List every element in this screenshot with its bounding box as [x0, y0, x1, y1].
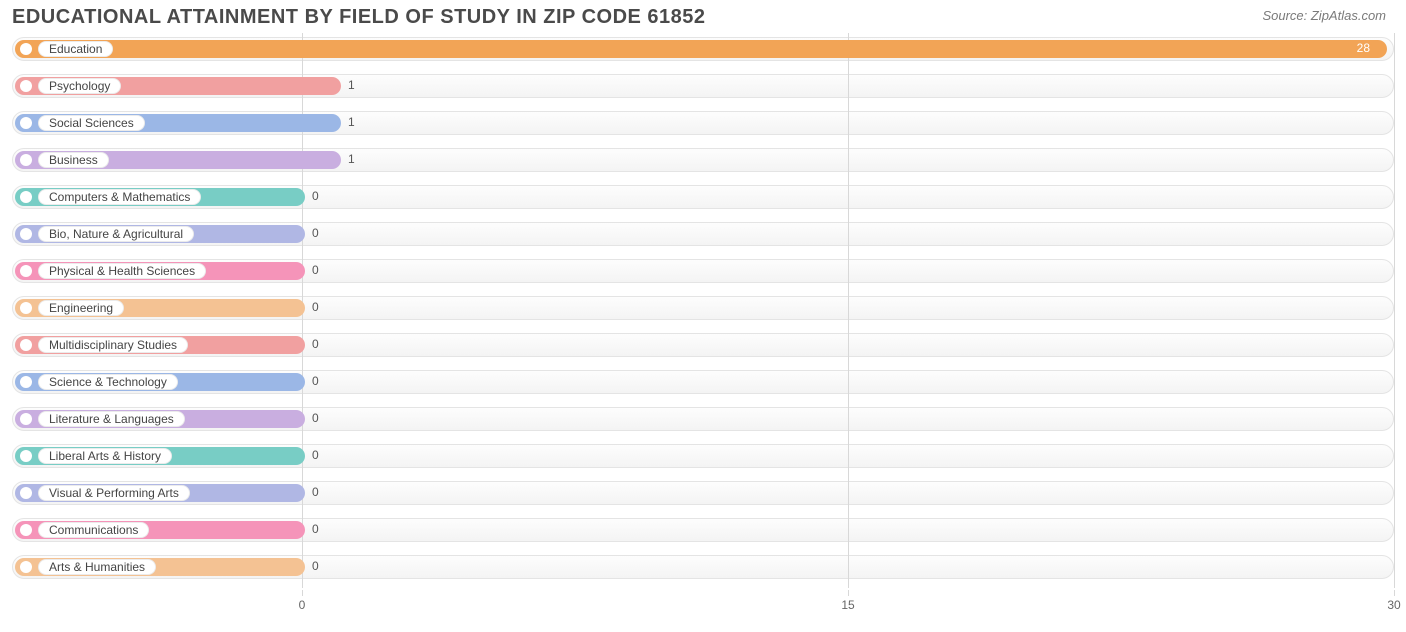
- bar-endcap-icon: [20, 487, 32, 499]
- axis-tick-label: 15: [841, 598, 854, 612]
- bar-fill: [15, 40, 1387, 58]
- bar-row: Engineering 0: [12, 292, 1394, 324]
- axis-tick-label: 30: [1387, 598, 1400, 612]
- bar-row: Bio, Nature & Agricultural 0: [12, 218, 1394, 250]
- category-label: Science & Technology: [38, 374, 178, 390]
- gridline: [848, 33, 849, 588]
- value-label: 0: [312, 448, 319, 462]
- bar-endcap-icon: [20, 117, 32, 129]
- bar-row: Communications 0: [12, 514, 1394, 546]
- bar-endcap-icon: [20, 524, 32, 536]
- category-label: Physical & Health Sciences: [38, 263, 206, 279]
- bar-endcap-icon: [20, 339, 32, 351]
- category-label: Multidisciplinary Studies: [38, 337, 188, 353]
- value-label: 0: [312, 337, 319, 351]
- value-label: 0: [312, 263, 319, 277]
- bar-row: Literature & Languages 0: [12, 403, 1394, 435]
- bar-endcap-icon: [20, 154, 32, 166]
- value-label: 1: [348, 115, 355, 129]
- bar-endcap-icon: [20, 191, 32, 203]
- value-label: 1: [348, 152, 355, 166]
- bar-endcap-icon: [20, 450, 32, 462]
- bar-endcap-icon: [20, 561, 32, 573]
- category-label: Computers & Mathematics: [38, 189, 201, 205]
- bar-row: Arts & Humanities 0: [12, 551, 1394, 583]
- bar-row: Psychology 1: [12, 70, 1394, 102]
- category-label: Literature & Languages: [38, 411, 185, 427]
- bar-row: Science & Technology 0: [12, 366, 1394, 398]
- bar-endcap-icon: [20, 228, 32, 240]
- chart-title: EDUCATIONAL ATTAINMENT BY FIELD OF STUDY…: [12, 6, 706, 29]
- chart-header: EDUCATIONAL ATTAINMENT BY FIELD OF STUDY…: [0, 0, 1406, 33]
- category-label: Social Sciences: [38, 115, 145, 131]
- category-label: Visual & Performing Arts: [38, 485, 190, 501]
- value-label: 0: [312, 226, 319, 240]
- bar-row: Business 1: [12, 144, 1394, 176]
- category-label: Bio, Nature & Agricultural: [38, 226, 194, 242]
- category-label: Engineering: [38, 300, 124, 316]
- value-label: 0: [312, 411, 319, 425]
- bar-endcap-icon: [20, 376, 32, 388]
- axis-tick: [848, 590, 849, 596]
- bar-endcap-icon: [20, 302, 32, 314]
- category-label: Arts & Humanities: [38, 559, 156, 575]
- value-label: 0: [312, 485, 319, 499]
- bar-row: Physical & Health Sciences 0: [12, 255, 1394, 287]
- category-label: Psychology: [38, 78, 121, 94]
- axis-tick: [302, 590, 303, 596]
- bar-row: Liberal Arts & History 0: [12, 440, 1394, 472]
- value-label: 0: [312, 522, 319, 536]
- bar-endcap-icon: [20, 43, 32, 55]
- bar-endcap-icon: [20, 413, 32, 425]
- value-label: 0: [312, 300, 319, 314]
- bar-endcap-icon: [20, 80, 32, 92]
- x-axis: 01530: [12, 590, 1394, 618]
- gridline: [1394, 33, 1395, 588]
- chart-source: Source: ZipAtlas.com: [1262, 6, 1386, 23]
- value-label: 28: [1357, 41, 1370, 55]
- value-label: 1: [348, 78, 355, 92]
- value-label: 0: [312, 559, 319, 573]
- bar-row: Multidisciplinary Studies 0: [12, 329, 1394, 361]
- axis-tick-label: 0: [299, 598, 306, 612]
- category-label: Liberal Arts & History: [38, 448, 172, 464]
- axis-tick: [1394, 590, 1395, 596]
- category-label: Business: [38, 152, 109, 168]
- value-label: 0: [312, 189, 319, 203]
- value-label: 0: [312, 374, 319, 388]
- bar-row: Visual & Performing Arts 0: [12, 477, 1394, 509]
- bar-row: Computers & Mathematics 0: [12, 181, 1394, 213]
- chart-container: Education28Psychology1Social Sciences1Bu…: [0, 33, 1406, 618]
- bar-endcap-icon: [20, 265, 32, 277]
- bar-row: Education 28: [12, 33, 1394, 65]
- chart-plot-area: Education28Psychology1Social Sciences1Bu…: [12, 33, 1394, 588]
- category-label: Education: [38, 41, 113, 57]
- bar-row: Social Sciences 1: [12, 107, 1394, 139]
- category-label: Communications: [38, 522, 149, 538]
